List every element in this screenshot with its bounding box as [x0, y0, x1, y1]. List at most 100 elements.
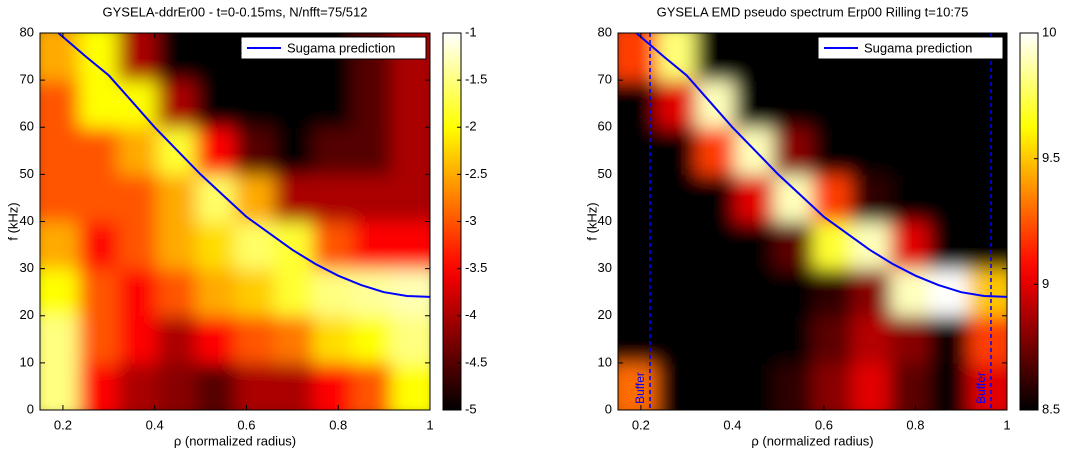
heatmap-cell: [890, 174, 930, 223]
heatmap-cell: [968, 362, 1007, 410]
heatmap-cell: [695, 33, 736, 81]
heatmap-cell: [695, 174, 736, 223]
heatmap: Buffer Buffer: [618, 33, 1007, 410]
heatmap-cell: [157, 80, 197, 128]
legend: Sugama prediction: [240, 36, 427, 60]
heatmap-cell: [235, 221, 275, 270]
heatmap-cell: [40, 315, 80, 364]
x-tick-label: 0.6: [815, 417, 833, 432]
x-tick-label: 0.4: [723, 417, 741, 432]
heatmap-cell: [118, 127, 158, 175]
heatmap-cell: [618, 33, 658, 81]
y-tick-label: 80: [598, 24, 612, 39]
heatmap-cell: [235, 362, 275, 410]
colorbar-tick-label: -1: [465, 24, 477, 39]
y-tick-label: 40: [20, 213, 34, 228]
heatmap-cell: [968, 174, 1007, 223]
x-tick-label: 0.2: [54, 417, 72, 432]
heatmap-cell: [40, 80, 80, 128]
heatmap-cell: [79, 315, 119, 364]
x-tick-label: 0.2: [632, 417, 650, 432]
colorbar-tick-label: -3.5: [465, 260, 487, 275]
heatmap-cell: [656, 268, 697, 317]
heatmap-cell: [734, 315, 775, 364]
x-axis-label: ρ (normalized radius): [174, 433, 296, 448]
heatmap-cell: [274, 174, 314, 223]
heatmap-cell: [695, 268, 736, 317]
x-tick-label: 0.4: [146, 417, 164, 432]
heatmap-cell: [196, 80, 236, 128]
heatmap-cell: [118, 221, 158, 270]
heatmap-cell: [851, 127, 891, 175]
heatmap-cell: [773, 174, 814, 223]
heatmap-cell: [851, 268, 891, 317]
heatmap-cell: [773, 80, 814, 128]
heatmap-cell: [235, 174, 275, 223]
heatmap-cell: [812, 268, 852, 317]
heatmap-cell: [352, 362, 392, 410]
y-tick-label: 20: [20, 307, 34, 322]
heatmap-cell: [890, 268, 930, 317]
heatmap-cell: [196, 221, 236, 270]
buffer-label: Buffer: [633, 372, 647, 404]
heatmap-cell: [274, 268, 314, 317]
heatmap-cell: [391, 80, 430, 128]
heatmap-cell: [196, 268, 236, 317]
heatmap-cell: [391, 127, 430, 175]
heatmap-cell: [734, 174, 775, 223]
heatmap-cell: [929, 80, 969, 128]
heatmap-cell: [618, 127, 658, 175]
colorbar-tick-label: -2: [465, 119, 477, 134]
heatmap-cell: [157, 221, 197, 270]
heatmap-cell: [157, 362, 197, 410]
heatmap-cell: [274, 221, 314, 270]
heatmap-cell: [695, 80, 736, 128]
y-tick-label: 40: [598, 213, 612, 228]
heatmap-cell: [313, 315, 353, 364]
heatmap-cell: [734, 362, 775, 410]
heatmap-cell: [118, 80, 158, 128]
heatmap-cell: [851, 80, 891, 128]
colorbar-tick-label: 9: [1042, 276, 1049, 291]
y-tick-label: 80: [20, 24, 34, 39]
heatmap-cell: [40, 362, 80, 410]
heatmap-cell: [274, 362, 314, 410]
heatmap-cell: [196, 33, 236, 81]
heatmap-cell: [929, 127, 969, 175]
colorbar-tick-label: -4: [465, 307, 477, 322]
heatmap-cell: [157, 315, 197, 364]
y-tick-label: 10: [598, 354, 612, 369]
y-tick-label: 50: [598, 166, 612, 181]
prediction-line: [635, 33, 1007, 298]
heatmap-cell: [773, 221, 814, 270]
heatmap-cell: [618, 268, 658, 317]
heatmap-cell: [118, 362, 158, 410]
prediction-line: [57, 33, 430, 298]
heatmap-cell: [968, 221, 1007, 270]
heatmap-cell: [890, 221, 930, 270]
heatmap-cell: [79, 268, 119, 317]
heatmap-cell: [352, 127, 392, 175]
y-tick-label: 0: [27, 401, 34, 416]
y-tick-label: 20: [598, 307, 612, 322]
colorbar-tick-label: 10: [1042, 24, 1056, 39]
legend-box: [817, 36, 1004, 60]
colorbar-tick-label: -2.5: [465, 166, 487, 181]
heatmap-cell: [929, 315, 969, 364]
colorbar: [1019, 32, 1039, 411]
legend-label: Sugama prediction: [287, 40, 395, 55]
heatmap-cell: [79, 33, 119, 81]
heatmap-cell: [890, 127, 930, 175]
heatmap-cell: [40, 127, 80, 175]
heatmap-cells: [40, 33, 430, 410]
legend-box: [240, 36, 427, 60]
chart-title: GYSELA-ddrEr00 - t=0-0.15ms, N/nfft=75/5…: [103, 4, 368, 19]
heatmap-cell: [79, 174, 119, 223]
heatmap-cell: [695, 127, 736, 175]
heatmap-cell: [812, 362, 852, 410]
y-tick-label: 70: [20, 72, 34, 87]
heatmap-cell: [235, 315, 275, 364]
heatmap-cell: [235, 268, 275, 317]
y-tick-label: 70: [598, 72, 612, 87]
